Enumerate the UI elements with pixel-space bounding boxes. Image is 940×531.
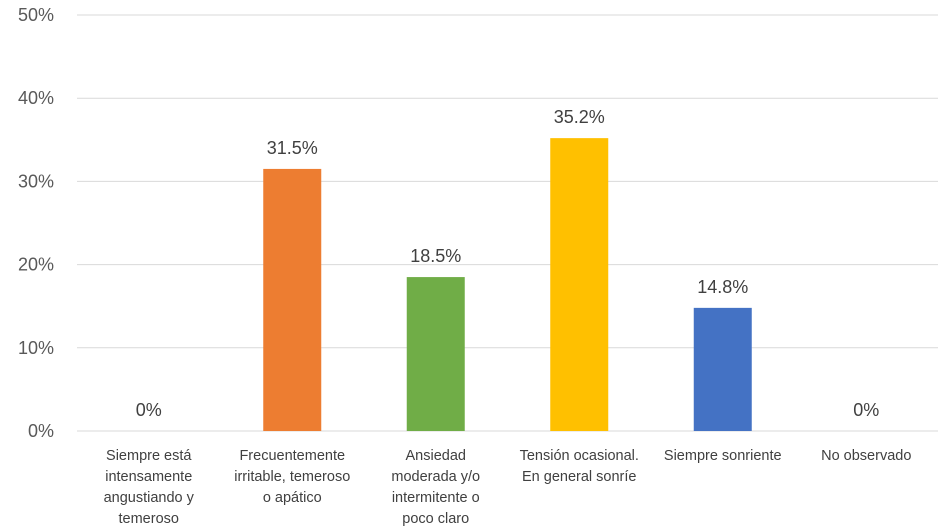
data-label: 0% (853, 400, 879, 420)
x-tick-label-line: angustiando y (104, 490, 195, 506)
y-tick-label: 10% (18, 338, 54, 358)
x-tick-label: Siempre está intensamente angustiando y tem… (104, 448, 195, 527)
y-tick-label: 0% (28, 421, 54, 441)
data-labels: 0% 31.5% 18.5% 35.2% 14.8% 0% (136, 107, 880, 420)
bar (550, 138, 609, 432)
x-tick-label: Frecuentemente irritable, temeroso o apáti… (234, 448, 350, 506)
x-tick-label-line: intermitente o (392, 490, 480, 506)
x-tick-label: Tensión ocasional. En general sonríe (520, 448, 639, 485)
x-tick-label: Siempre sonriente (664, 448, 782, 464)
data-label: 18.5% (410, 246, 461, 266)
data-label: 14.8% (697, 277, 748, 297)
y-tick-label: 40% (18, 88, 54, 108)
x-axis: Siempre está intensamente angustiando y tem… (104, 448, 912, 527)
y-axis: 0% 10% 20% 30% 40% 50% (18, 5, 54, 441)
bar (406, 277, 465, 431)
bars (263, 138, 752, 432)
x-tick-label-line: Tensión ocasional. (520, 448, 639, 464)
x-tick-label-line: intensamente (105, 469, 192, 485)
x-tick-label-line: Ansiedad (406, 448, 466, 464)
data-label: 35.2% (554, 107, 605, 127)
y-tick-label: 50% (18, 5, 54, 25)
data-label: 0% (136, 400, 162, 420)
x-tick-label: No observado (821, 448, 911, 464)
x-tick-label-line: Frecuentemente (239, 448, 345, 464)
bar (693, 307, 752, 431)
x-tick-label-line: irritable, temeroso (234, 469, 350, 485)
x-tick-label-line: No observado (821, 448, 911, 464)
x-tick-label-line: moderada y/o (391, 469, 480, 485)
x-tick-label-line: Siempre está (106, 448, 192, 464)
bar (263, 168, 322, 432)
y-tick-label: 20% (18, 255, 54, 275)
x-tick-label-line: Siempre sonriente (664, 448, 782, 464)
x-tick-label-line: temeroso (119, 511, 179, 527)
data-label: 31.5% (267, 138, 318, 158)
x-tick-label-line: poco claro (402, 511, 469, 527)
y-tick-label: 30% (18, 171, 54, 191)
gridlines (77, 14, 938, 432)
x-tick-label: Ansiedad moderada y/o intermitente o poco c… (391, 448, 480, 527)
x-tick-label-line: En general sonríe (522, 469, 636, 485)
x-tick-label-line: o apático (263, 490, 322, 506)
